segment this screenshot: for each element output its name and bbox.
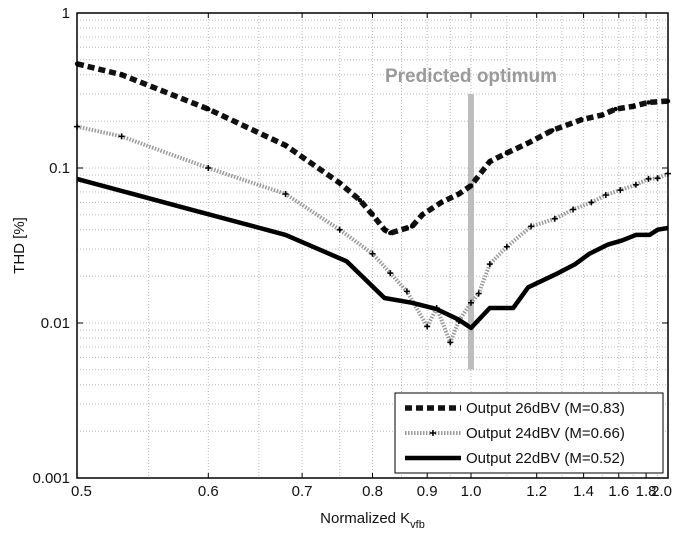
- legend: Output 26dBV (M=0.83) Output 24dBV (M=0.6…: [394, 392, 664, 474]
- data-point-marker: [283, 143, 288, 148]
- annotation-group: Predicted optimum: [385, 66, 557, 370]
- data-point-marker: [447, 339, 454, 346]
- series-layer: [74, 61, 671, 346]
- legend-marker: [430, 430, 436, 436]
- data-point-marker: [600, 112, 605, 118]
- series-line: [76, 124, 669, 345]
- data-point-marker: [456, 191, 461, 197]
- series-dashed-dots: [74, 61, 671, 236]
- data-point-marker: [632, 181, 639, 188]
- y-tick-label: 1: [62, 5, 70, 22]
- data-point-marker: [631, 104, 636, 109]
- x-tick-label: 1.8: [636, 483, 657, 500]
- series-dotted-plus: [74, 123, 671, 346]
- annotation-predicted-optimum: Predicted optimum: [385, 66, 557, 87]
- data-point-marker: [613, 106, 618, 112]
- data-point-marker: [119, 72, 124, 77]
- data-point-marker: [357, 198, 363, 203]
- data-point-marker: [468, 183, 474, 188]
- data-point-marker: [387, 270, 394, 277]
- x-tick-label: 0.9: [417, 483, 438, 500]
- data-point-marker: [570, 206, 577, 213]
- data-point-marker: [526, 140, 531, 146]
- data-point-marker: [504, 150, 509, 156]
- data-point-marker: [282, 191, 289, 197]
- data-point-marker: [654, 175, 661, 182]
- data-point-marker: [118, 133, 125, 140]
- predicted-optimum-band: [468, 94, 474, 370]
- data-point-marker: [528, 223, 535, 230]
- data-point-marker: [388, 230, 393, 236]
- legend-label: Output 26dBV (M=0.83): [466, 400, 625, 417]
- data-point-marker: [420, 212, 425, 217]
- data-point-marker: [487, 159, 492, 164]
- data-point-marker: [424, 323, 431, 330]
- x-tick-label: 0.5: [71, 483, 92, 500]
- x-tick-label: 1.2: [526, 483, 547, 500]
- x-tick-label: 1.4: [573, 483, 594, 500]
- x-tick-label: 1.6: [608, 483, 629, 500]
- x-axis-label: Normalized Kvfb: [320, 510, 425, 531]
- data-point-marker: [588, 199, 595, 206]
- data-point-marker: [336, 226, 343, 233]
- data-point-marker: [337, 180, 342, 186]
- ticks: 0.5 0.6 0.7 0.8 0.9 1.0 1.2 1.4 1.6 1.82.0 0.001 0.…: [32, 5, 672, 500]
- x-tick-label: 1.0: [461, 483, 482, 500]
- data-point-marker: [404, 225, 410, 231]
- data-point-marker: [602, 192, 609, 198]
- data-point-marker: [206, 106, 211, 112]
- x-tick-label: 2.0: [651, 483, 672, 500]
- y-tick-label: 0.001: [32, 470, 70, 487]
- data-point-marker: [468, 299, 474, 306]
- data-point-marker: [205, 165, 212, 171]
- data-point-marker: [382, 227, 387, 232]
- data-point-marker: [439, 200, 444, 205]
- y-tick-label: 0.01: [41, 315, 70, 332]
- x-axis-label-main: Normalized K: [320, 510, 410, 527]
- data-point-marker: [646, 100, 651, 105]
- data-point-marker: [369, 250, 376, 257]
- data-point-marker: [617, 187, 624, 194]
- data-point-marker: [550, 128, 555, 133]
- data-point-marker: [579, 117, 584, 122]
- data-point-marker: [409, 224, 415, 229]
- data-point-marker: [370, 212, 375, 217]
- data-point-marker: [475, 290, 482, 297]
- series-solid-thick: [76, 176, 669, 331]
- data-point-marker: [551, 215, 558, 222]
- y-axis-label: THD [%]: [11, 217, 28, 274]
- legend-label: Output 22dBV (M=0.52): [466, 450, 625, 467]
- data-point-marker: [486, 261, 493, 268]
- x-axis-label-subscript: vfb: [410, 519, 425, 531]
- x-tick-label: 0.8: [362, 483, 383, 500]
- data-point-marker: [503, 243, 510, 250]
- x-tick-label: 0.7: [292, 483, 313, 500]
- data-point-marker: [403, 288, 410, 295]
- legend-label: Output 24dBV (M=0.66): [466, 425, 625, 442]
- data-point-marker: [645, 175, 652, 182]
- y-tick-label: 0.1: [49, 160, 70, 177]
- x-tick-label: 0.6: [198, 483, 219, 500]
